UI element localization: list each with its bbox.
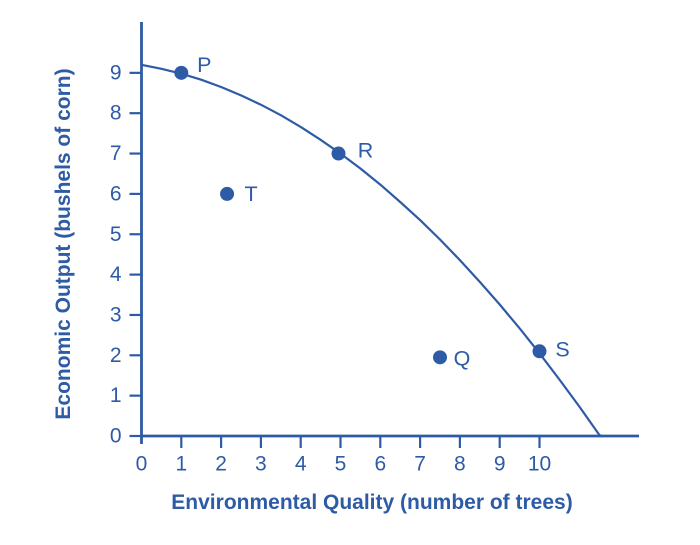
x-tick-label: 9: [494, 453, 506, 476]
x-tick-label: 1: [175, 453, 187, 476]
x-axis-title: Environmental Quality (number of trees): [171, 491, 573, 514]
x-tick-label: 10: [528, 453, 551, 476]
point-dot-Q: [433, 350, 447, 365]
point-dot-T: [220, 186, 235, 201]
point-label-T: T: [244, 182, 257, 206]
x-tick-label: 0: [136, 453, 148, 476]
point-dot-S: [532, 344, 547, 359]
y-tick-label: 5: [110, 223, 122, 246]
y-tick-label: 3: [110, 303, 122, 326]
y-tick-label: 7: [110, 142, 122, 165]
y-tick-label: 4: [110, 263, 122, 286]
y-tick-label: 9: [110, 61, 122, 84]
x-tick-label: 8: [454, 453, 466, 476]
y-tick-label: 8: [110, 102, 122, 125]
x-tick-label: 2: [215, 453, 227, 476]
point-label-P: P: [197, 53, 211, 77]
point-label-R: R: [358, 139, 374, 163]
x-tick-label: 5: [335, 453, 347, 476]
y-tick-label: 2: [110, 344, 122, 367]
x-tick-label: 4: [295, 453, 307, 476]
x-tick-label: 3: [255, 453, 267, 476]
x-tick-label: 6: [374, 453, 386, 476]
point-dot-R: [331, 146, 346, 161]
point-label-Q: Q: [454, 346, 471, 370]
y-axis-title: Economic Output (bushels of corn): [52, 68, 75, 420]
y-tick-label: 1: [110, 384, 122, 407]
point-label-S: S: [555, 337, 569, 361]
ppf-curve: [140, 63, 603, 438]
x-tick-label: 7: [414, 453, 426, 476]
point-dot-P: [174, 65, 189, 80]
y-tick-label: 0: [110, 425, 122, 448]
y-tick-label: 6: [110, 182, 122, 205]
